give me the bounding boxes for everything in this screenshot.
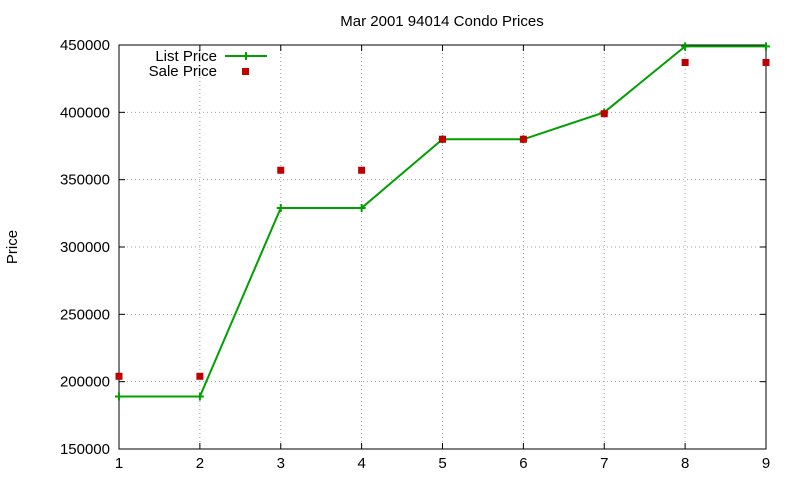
series-layer (115, 42, 770, 401)
y-tick-label: 400000 (60, 104, 110, 121)
x-axis-tick-labels: 1 2 3 4 5 6 7 8 9 (115, 455, 770, 472)
data-point-list-price (681, 42, 690, 51)
y-tick-label: 450000 (60, 37, 110, 54)
data-point-list-price (762, 42, 770, 51)
data-point-sale-price (681, 59, 689, 67)
x-tick-label: 5 (438, 455, 446, 472)
data-point-sale-price (762, 59, 770, 67)
x-tick-label: 6 (519, 455, 527, 472)
data-point-sale-price (439, 135, 446, 143)
data-point-list-price (195, 392, 204, 401)
legend-label-list-price: List Price (155, 48, 217, 65)
data-point-list-price (357, 203, 366, 212)
data-point-sale-price (519, 135, 527, 143)
y-tick-label: 250000 (60, 306, 110, 323)
legend-marker-sale-price (242, 68, 249, 75)
y-tick-label: 200000 (60, 374, 110, 391)
x-tick-label: 2 (196, 455, 204, 472)
x-tick-label: 4 (357, 455, 365, 472)
legend-marker-list-price (242, 52, 250, 60)
grid-lines (119, 45, 766, 449)
series-sale-price (115, 59, 770, 380)
y-axis-label: Price (4, 230, 21, 264)
data-point-sale-price (358, 166, 366, 174)
data-point-sale-price (600, 110, 608, 118)
y-tick-label: 300000 (60, 239, 110, 256)
data-point-sale-price (277, 166, 285, 174)
x-tick-label: 3 (277, 455, 285, 472)
y-tick-label: 150000 (60, 441, 110, 458)
x-tick-label: 9 (762, 455, 770, 472)
legend-label-sale-price: Sale Price (149, 63, 217, 80)
y-tick-label: 350000 (60, 172, 110, 189)
y-axis-tick-labels: 150000 200000 250000 300000 350000 400000 4500… (60, 37, 110, 458)
data-point-sale-price (115, 372, 123, 380)
axis-ticks (118, 44, 767, 450)
data-point-list-price (276, 203, 285, 212)
legend: List Price Sale Price (149, 48, 267, 80)
x-tick-label: 1 (115, 455, 123, 472)
x-tick-label: 7 (600, 455, 608, 472)
x-tick-label: 8 (681, 455, 689, 472)
data-point-list-price (115, 392, 123, 401)
chart-title: Mar 2001 94014 Condo Prices (340, 13, 543, 30)
data-point-sale-price (196, 372, 204, 380)
